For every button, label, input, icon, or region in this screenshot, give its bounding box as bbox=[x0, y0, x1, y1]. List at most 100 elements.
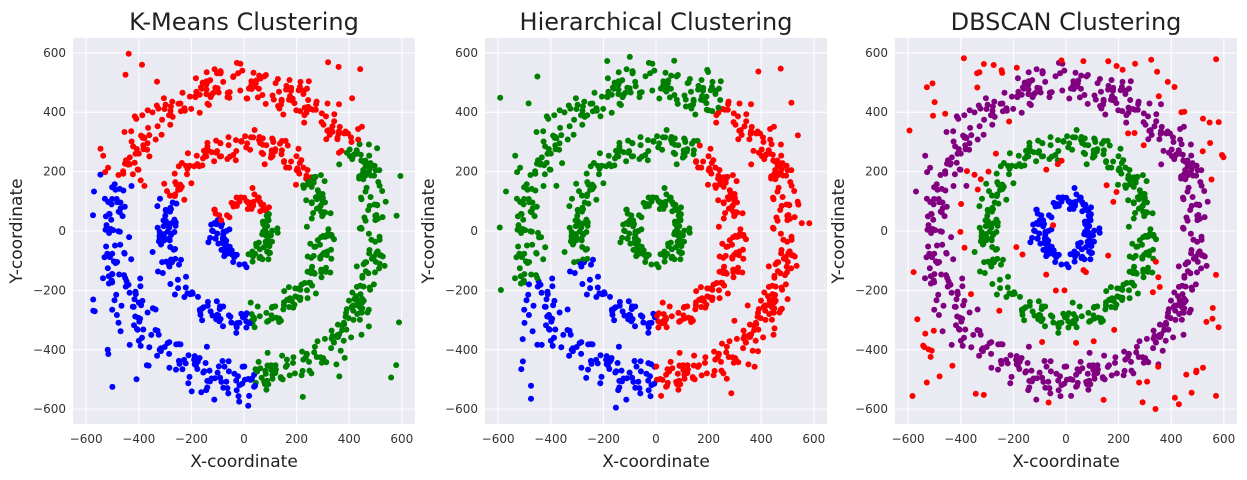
data-point bbox=[193, 88, 200, 95]
data-point bbox=[778, 250, 785, 257]
data-point bbox=[611, 317, 618, 324]
data-point bbox=[300, 184, 307, 191]
data-point bbox=[739, 210, 746, 217]
data-point bbox=[541, 171, 548, 178]
data-point bbox=[220, 228, 227, 235]
data-point bbox=[786, 248, 793, 255]
data-point bbox=[208, 91, 215, 98]
data-point bbox=[149, 109, 156, 116]
data-point bbox=[963, 182, 970, 189]
data-point bbox=[1052, 73, 1059, 80]
data-point bbox=[942, 110, 949, 117]
data-point bbox=[109, 306, 116, 313]
data-point bbox=[362, 172, 369, 179]
data-point bbox=[154, 203, 161, 210]
data-point bbox=[666, 303, 673, 310]
data-point bbox=[1068, 320, 1075, 327]
data-point bbox=[931, 99, 938, 106]
data-point bbox=[723, 343, 730, 350]
data-point bbox=[290, 354, 297, 361]
data-point bbox=[235, 393, 242, 400]
data-point bbox=[370, 281, 377, 288]
data-point bbox=[1201, 188, 1208, 194]
data-point bbox=[1156, 136, 1163, 143]
data-point bbox=[301, 119, 308, 126]
data-point bbox=[637, 134, 644, 141]
data-point bbox=[913, 188, 919, 195]
data-point bbox=[1014, 75, 1021, 82]
data-point bbox=[1066, 206, 1073, 212]
data-point bbox=[566, 352, 573, 359]
data-point bbox=[212, 235, 219, 242]
data-point bbox=[177, 181, 184, 188]
data-point bbox=[1006, 150, 1013, 157]
data-point bbox=[236, 261, 243, 268]
data-point bbox=[750, 147, 757, 154]
data-point bbox=[681, 227, 688, 234]
data-point bbox=[603, 163, 610, 170]
data-point bbox=[529, 205, 536, 212]
data-point bbox=[757, 315, 764, 322]
data-point bbox=[324, 100, 331, 107]
data-point bbox=[201, 368, 208, 375]
data-point bbox=[989, 192, 996, 199]
data-point bbox=[1027, 239, 1034, 246]
data-point bbox=[313, 101, 320, 108]
data-point bbox=[345, 315, 352, 322]
data-point bbox=[558, 344, 565, 351]
data-point bbox=[375, 179, 382, 185]
data-point bbox=[340, 337, 347, 344]
data-point bbox=[264, 214, 271, 221]
data-point bbox=[1074, 80, 1081, 87]
data-point bbox=[583, 216, 590, 223]
data-point bbox=[1090, 366, 1097, 373]
data-point bbox=[688, 88, 694, 95]
data-point bbox=[784, 258, 791, 265]
data-point bbox=[289, 95, 296, 102]
data-point bbox=[940, 302, 947, 309]
data-point bbox=[314, 338, 321, 345]
data-point bbox=[561, 109, 568, 116]
data-point bbox=[682, 139, 689, 145]
data-point bbox=[692, 111, 699, 118]
data-point bbox=[989, 281, 996, 287]
data-point bbox=[615, 86, 622, 93]
data-point bbox=[1139, 202, 1146, 209]
data-point bbox=[304, 295, 311, 302]
data-point bbox=[112, 242, 118, 249]
data-point bbox=[343, 310, 349, 316]
data-point bbox=[303, 197, 310, 204]
data-point bbox=[1152, 406, 1159, 412]
data-point bbox=[353, 263, 360, 270]
data-point bbox=[144, 146, 151, 153]
data-point bbox=[589, 100, 596, 107]
data-point bbox=[1084, 72, 1091, 78]
data-point bbox=[1183, 371, 1190, 378]
data-point bbox=[213, 298, 220, 305]
data-point bbox=[1065, 264, 1072, 271]
data-point bbox=[710, 372, 717, 379]
data-point bbox=[740, 231, 747, 238]
data-point bbox=[144, 140, 151, 147]
data-point bbox=[313, 354, 320, 360]
data-point bbox=[283, 356, 290, 363]
data-point bbox=[650, 138, 657, 145]
data-point bbox=[365, 230, 372, 237]
data-point bbox=[497, 287, 504, 293]
data-point bbox=[717, 97, 724, 103]
data-point bbox=[680, 147, 687, 154]
data-point bbox=[1132, 210, 1139, 216]
data-point bbox=[773, 214, 780, 221]
data-point bbox=[1164, 78, 1171, 85]
data-point bbox=[528, 228, 535, 235]
data-point bbox=[185, 352, 192, 359]
data-point bbox=[794, 132, 801, 139]
data-point bbox=[668, 72, 675, 79]
data-point bbox=[978, 229, 985, 235]
data-point bbox=[1014, 94, 1021, 101]
data-point bbox=[939, 328, 946, 335]
data-point bbox=[376, 233, 383, 240]
data-point bbox=[1067, 85, 1074, 92]
data-point bbox=[131, 159, 138, 166]
data-point bbox=[992, 150, 999, 157]
